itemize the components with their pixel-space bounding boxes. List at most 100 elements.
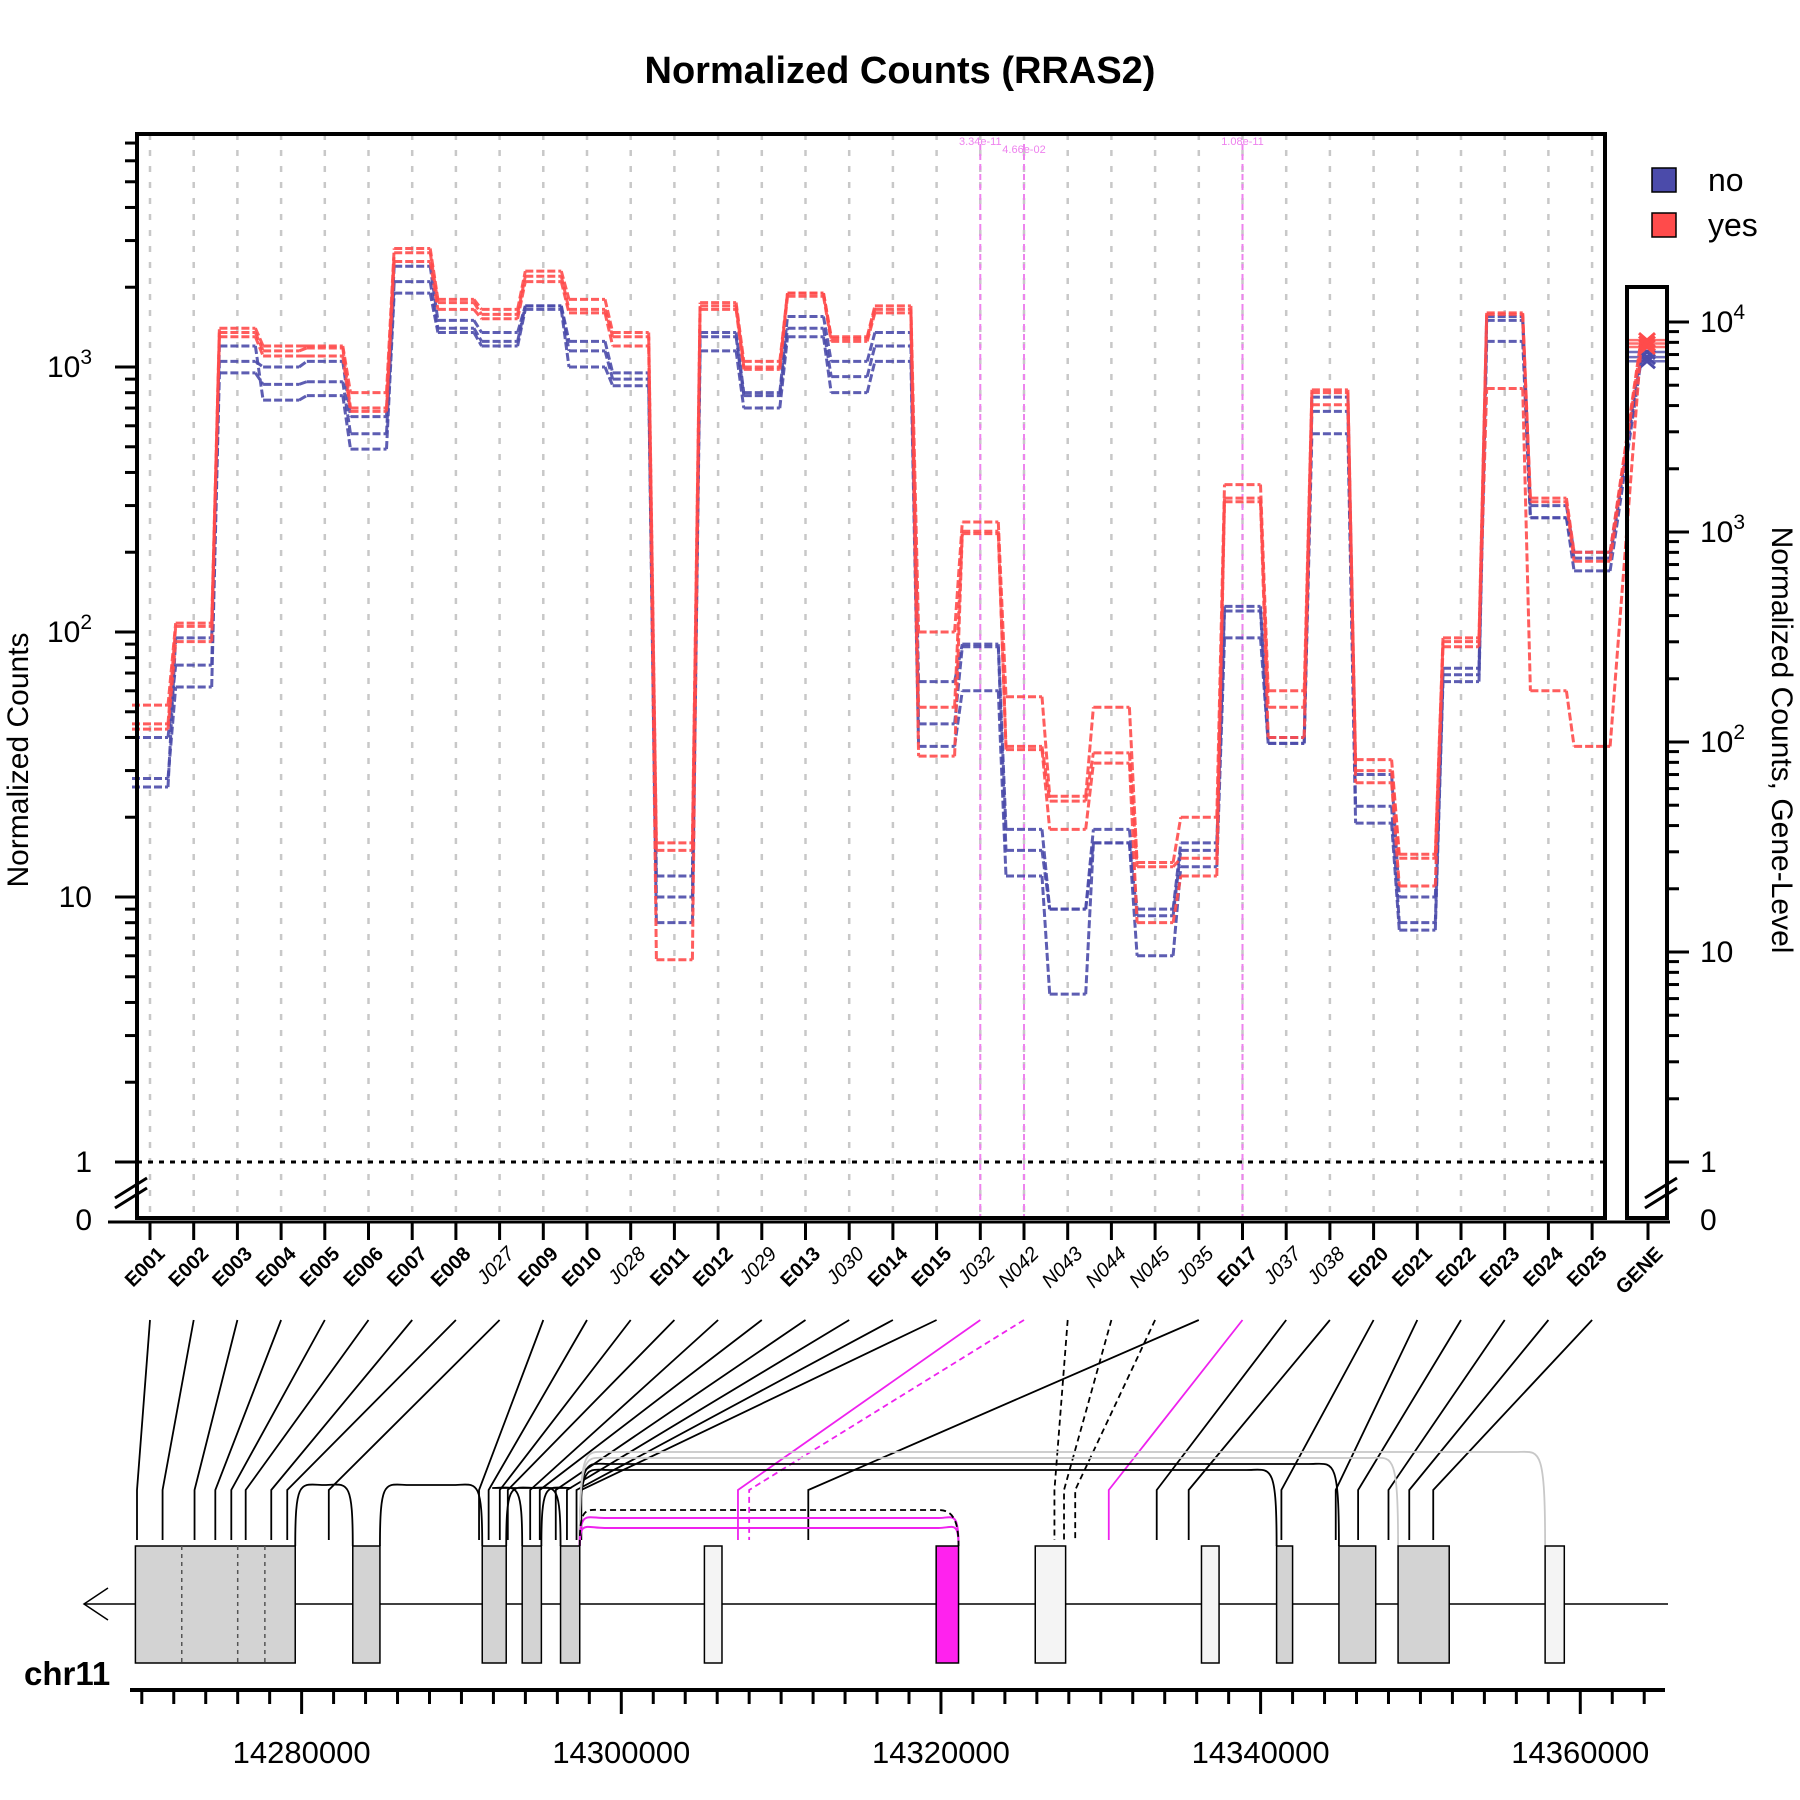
- feature-label-j038: J038: [1303, 1243, 1350, 1290]
- feature-label-e003: E003: [208, 1243, 257, 1292]
- feature-label-e013: E013: [776, 1243, 825, 1292]
- connector-j028: [498, 1319, 632, 1540]
- connector-n045: [1074, 1319, 1156, 1540]
- feature-label-e009: E009: [514, 1243, 563, 1292]
- series-no-replicate-3: [132, 291, 1611, 996]
- genomic-tick-label: 14360000: [1511, 1735, 1649, 1770]
- feature-label-e004: E004: [252, 1242, 301, 1291]
- feature-label-e015: E015: [908, 1243, 957, 1292]
- y-tick-label: 0: [75, 1204, 92, 1237]
- y2-tick-label: 0: [1700, 1204, 1717, 1237]
- connector-e006: [244, 1319, 370, 1540]
- y-tick-label: 1: [75, 1146, 92, 1179]
- connector-n043: [1053, 1319, 1069, 1540]
- junction-arc-significant: [578, 1525, 960, 1547]
- connector-e011: [506, 1319, 676, 1540]
- junction-arc: [578, 1450, 1547, 1547]
- y2-tick-label: 103: [1700, 511, 1745, 549]
- exon-block-1: [134, 1545, 296, 1664]
- y2-axis-break: [1644, 1176, 1678, 1210]
- feature-label-e011: E011: [646, 1243, 694, 1291]
- connector-e014: [575, 1319, 894, 1540]
- exon-block-4: [521, 1545, 543, 1664]
- genomic-tick-label: 14340000: [1192, 1735, 1330, 1770]
- connector-e004: [214, 1319, 282, 1540]
- junction-arc: [530, 1486, 572, 1547]
- feature-label-e008: E008: [427, 1243, 476, 1292]
- y2-tick-label: 10: [1700, 936, 1733, 969]
- feature-label-e024: E024: [1519, 1242, 1568, 1291]
- connector-j029: [538, 1319, 763, 1540]
- junction-arc: [578, 1468, 1278, 1547]
- feature-label-n043: N043: [1038, 1243, 1087, 1292]
- genomic-tick-label: 14280000: [233, 1735, 371, 1770]
- y-tick-label: 103: [47, 346, 92, 384]
- feature-label-e017: E017: [1213, 1243, 1262, 1292]
- y-axis-break: [114, 1176, 148, 1210]
- connector-e021: [1334, 1319, 1419, 1540]
- strand-arrow: [82, 1587, 109, 1621]
- connector-e015: [580, 1319, 937, 1540]
- connector-e010: [487, 1319, 588, 1540]
- series-yes-replicate-3: [132, 260, 1611, 962]
- connector-e013: [554, 1319, 807, 1540]
- connector-e008: [286, 1319, 457, 1540]
- feature-label-j032: J032: [953, 1243, 1000, 1290]
- connector-e022: [1357, 1319, 1462, 1540]
- feature-label-j028: J028: [603, 1243, 650, 1290]
- feature-label-j037: J037: [1259, 1242, 1307, 1290]
- junction-arc-significant: [578, 1516, 960, 1547]
- feature-label-e002: E002: [165, 1243, 214, 1292]
- connector-e005: [230, 1319, 326, 1540]
- genomic-axis: chr11 14280000 14300000 14320000 14340000 143…: [24, 1655, 1665, 1770]
- junction-arc: [578, 1462, 1340, 1547]
- exon-block-12: [1397, 1545, 1450, 1664]
- feature-label-e012: E012: [689, 1243, 738, 1292]
- exon-block-13: [1544, 1545, 1566, 1664]
- feature-label-j027: J027: [472, 1242, 520, 1290]
- series-no: [132, 264, 1611, 996]
- feature-label-j035: J035: [1171, 1242, 1219, 1290]
- sig-pvalue-j032: 3.34e-11: [959, 136, 1002, 148]
- genomic-tick-label: 14300000: [552, 1735, 690, 1770]
- connector-j032: [737, 1319, 981, 1540]
- junction-arc: [492, 1486, 537, 1547]
- y2-axis-label: Normalized Counts, Gene-Level: [1765, 527, 1798, 954]
- exon-block-10: [1275, 1545, 1294, 1664]
- y2-tick-label: 102: [1700, 721, 1745, 759]
- gene-panel-frame: [1625, 285, 1669, 1220]
- exon-block-7: [935, 1545, 960, 1664]
- exon-block-8: [1034, 1545, 1067, 1664]
- gene-model: [82, 1450, 1668, 1664]
- feature-label-e022: E022: [1432, 1243, 1481, 1292]
- feature-label-j030: J030: [822, 1243, 869, 1290]
- legend-label-yes: yes: [1708, 207, 1758, 243]
- feature-label-e006: E006: [339, 1243, 388, 1292]
- y2-tick-label: 104: [1700, 301, 1745, 339]
- connector-e025: [1432, 1319, 1593, 1540]
- exon-block-3: [481, 1545, 507, 1664]
- exon-block-11: [1338, 1545, 1377, 1664]
- connector-e009: [478, 1319, 545, 1540]
- exon-block-2: [352, 1545, 381, 1664]
- sig-pvalue-n042: 4.66e-02: [1002, 144, 1045, 156]
- connector-n042: [748, 1319, 1025, 1540]
- connector-j035: [807, 1319, 1200, 1540]
- feature-label-n045: N045: [1125, 1242, 1175, 1292]
- connector-e023: [1387, 1319, 1506, 1540]
- y-axis-label: Normalized Counts: [2, 632, 35, 887]
- feature-label-e025: E025: [1563, 1243, 1612, 1292]
- connector-e001: [136, 1319, 151, 1540]
- exon-block-9: [1200, 1545, 1220, 1664]
- gene-connector-yes: [1608, 343, 1643, 562]
- connector-e007: [270, 1319, 413, 1540]
- y-tick-label: 102: [47, 611, 92, 649]
- legend-swatch-no: [1651, 167, 1677, 193]
- feature-label-e014: E014: [864, 1242, 913, 1291]
- legend: no yes: [1651, 162, 1758, 243]
- legend-label-no: no: [1708, 162, 1744, 198]
